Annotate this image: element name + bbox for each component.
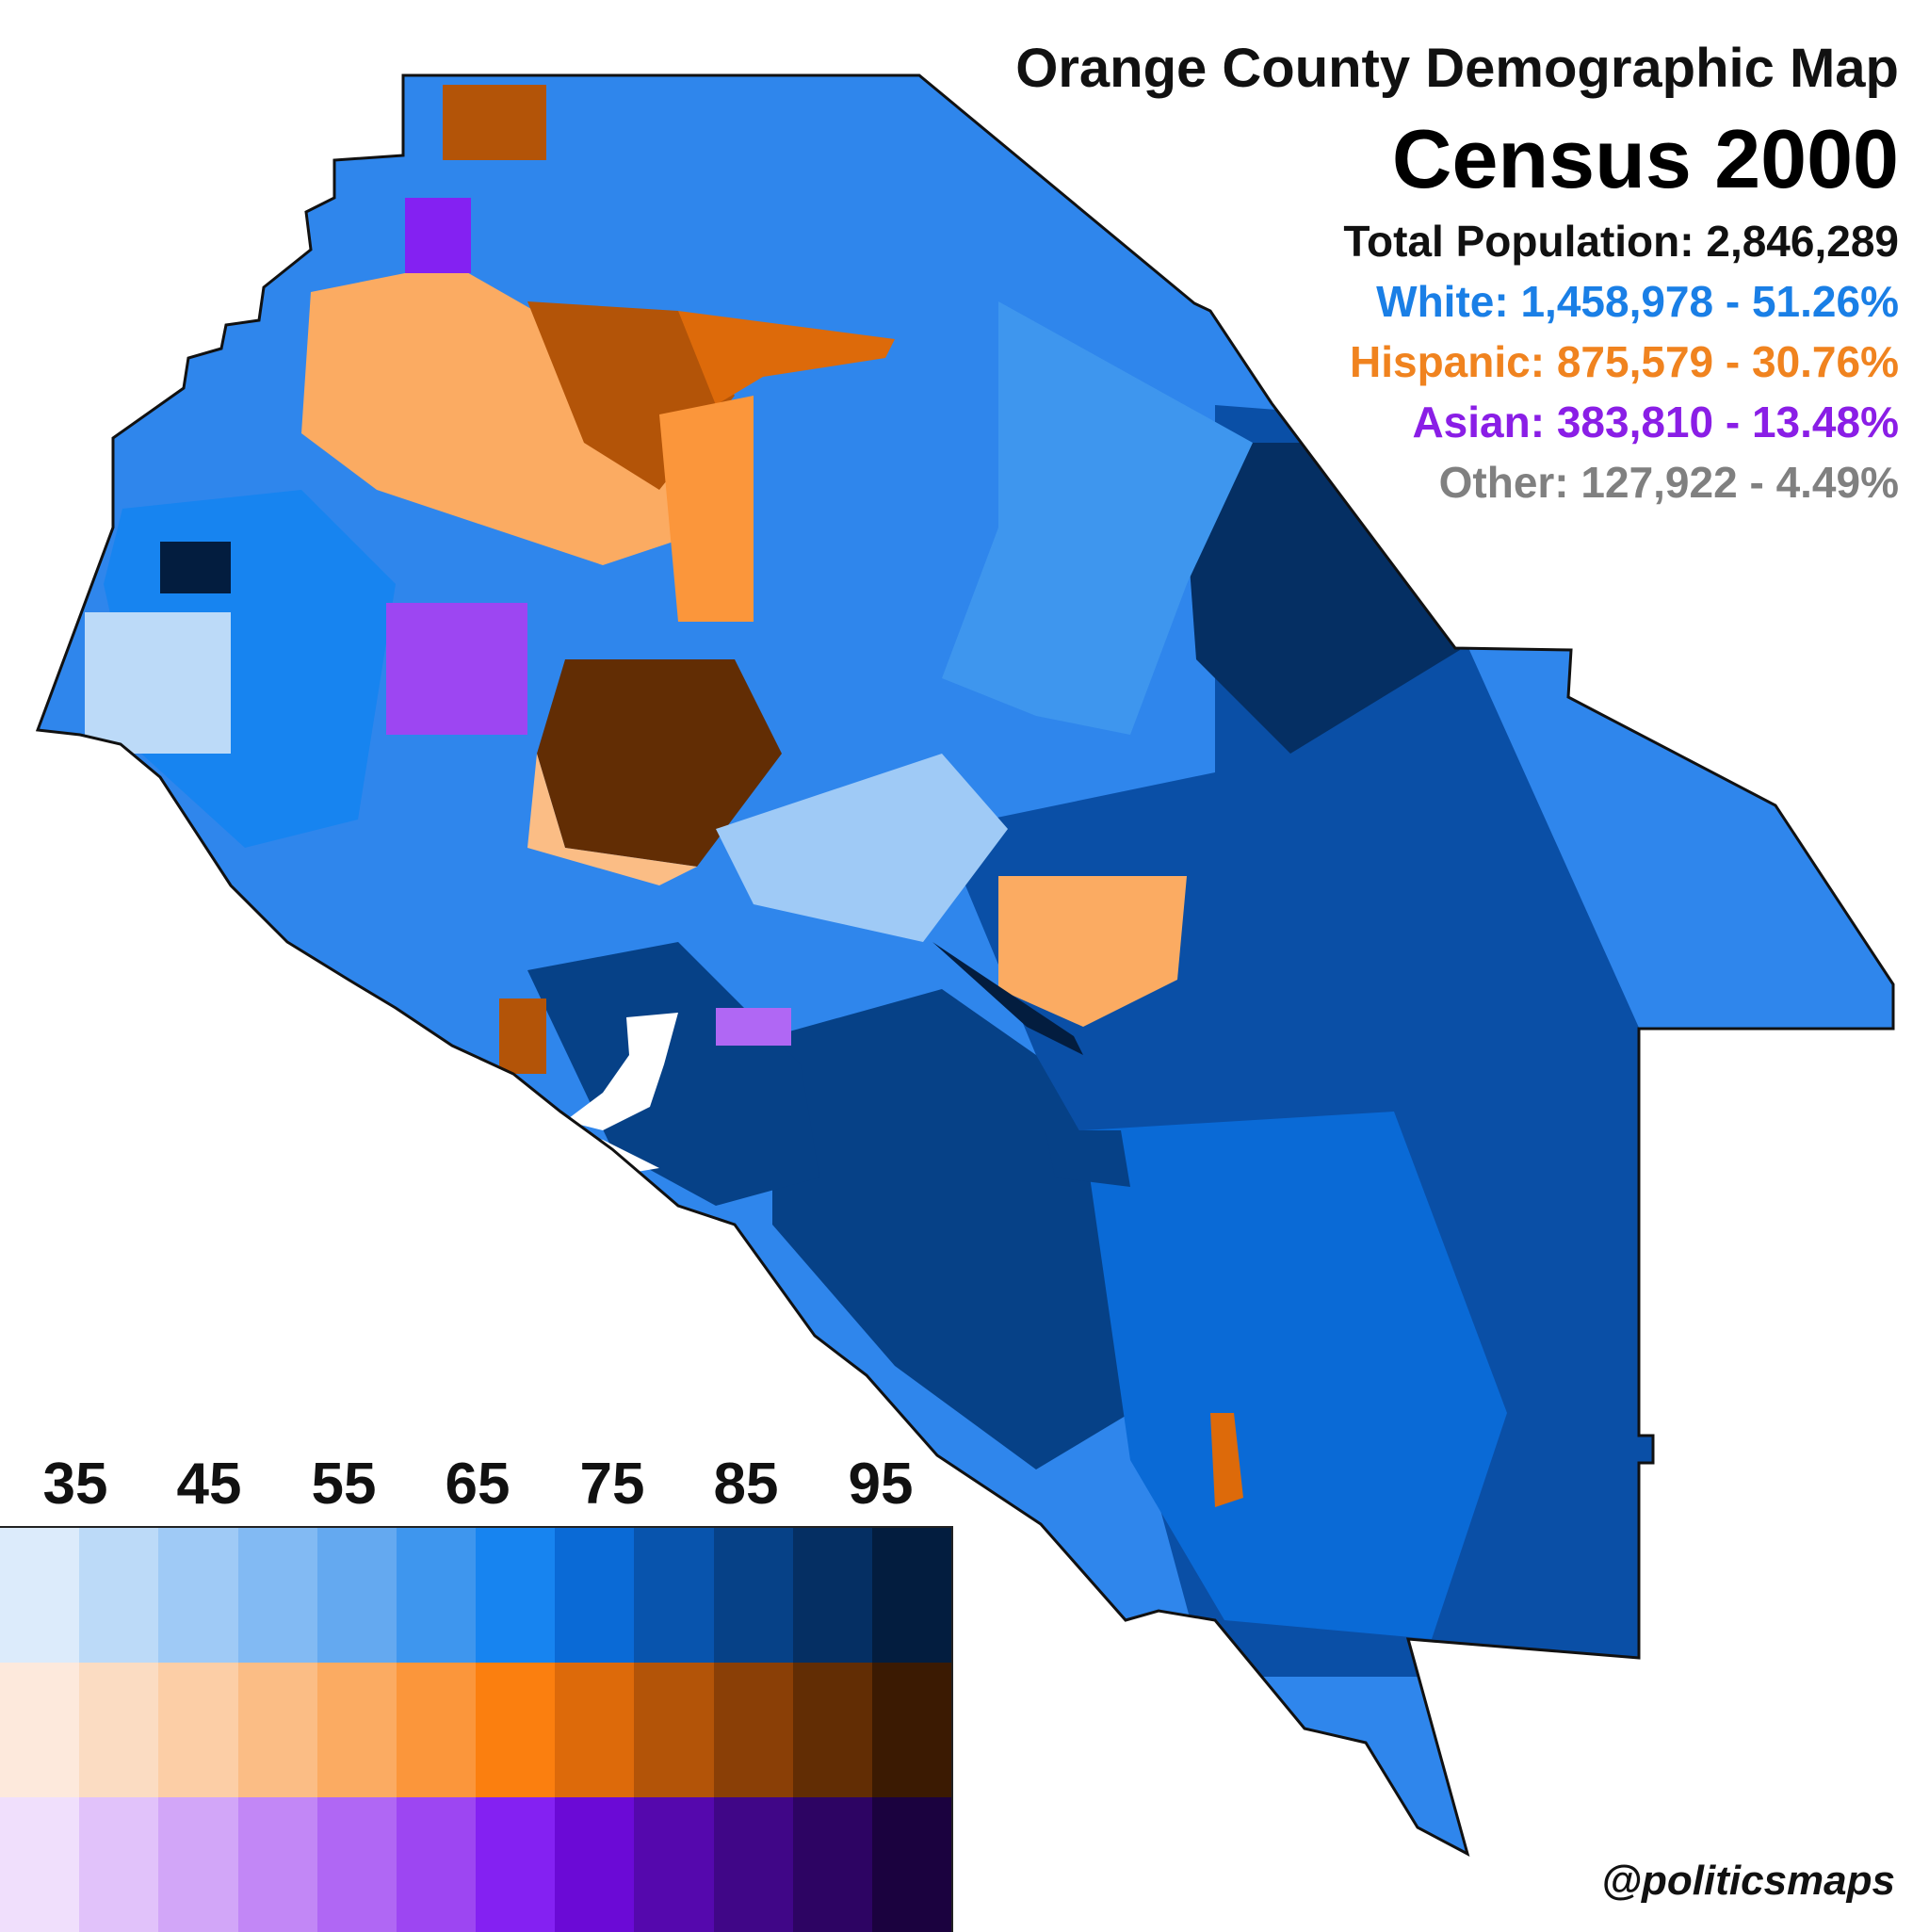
region-asian-core — [386, 603, 527, 735]
other-stat: Other: 127,922 - 4.49% — [1438, 458, 1899, 507]
region-hispanic-coast — [499, 998, 546, 1074]
asian-swatch — [316, 1797, 397, 1932]
hispanic-swatch — [396, 1663, 477, 1797]
region-hispanic-band — [678, 311, 895, 405]
legend-tick: 85 — [713, 1452, 779, 1517]
region-santa-ana — [537, 659, 782, 867]
region-hispanic-top — [443, 85, 546, 160]
hispanic-swatch — [792, 1663, 872, 1797]
region-asian-south — [716, 1008, 791, 1046]
hispanic-swatch — [634, 1663, 714, 1797]
region-northeast-dark — [1187, 443, 1460, 754]
region-santa-ana-fringe — [527, 754, 697, 885]
map-subtitle: Orange County Demographic Map — [1015, 38, 1899, 99]
asian-swatch — [792, 1797, 872, 1932]
asian-swatch — [158, 1797, 238, 1932]
white-swatch — [871, 1528, 952, 1663]
region-asian-north — [405, 198, 471, 273]
region-hispanic-north — [301, 264, 716, 565]
legend-tick: 75 — [579, 1452, 645, 1517]
back-bay — [565, 1013, 678, 1130]
legend-tick: 65 — [445, 1452, 511, 1517]
map-title: Census 2000 — [1391, 112, 1899, 205]
white-swatch — [713, 1528, 793, 1663]
legend-ramp-asian — [0, 1797, 953, 1932]
white-swatch — [634, 1528, 714, 1663]
white-swatch — [476, 1528, 556, 1663]
asian-stat: Asian: 383,810 - 13.48% — [1412, 398, 1899, 446]
asian-swatch — [871, 1797, 952, 1932]
legend-tick: 45 — [176, 1452, 242, 1517]
white-swatch — [316, 1528, 397, 1663]
asian-swatch — [555, 1797, 635, 1932]
legend: 35 45 55 65 75 85 95 — [0, 1451, 953, 1932]
white-swatch — [158, 1528, 238, 1663]
region-hispanic-sj — [1210, 1413, 1243, 1507]
region-south-hills — [1083, 1112, 1507, 1639]
legend-ramp-white — [0, 1526, 953, 1663]
legend-ramp-hispanic — [0, 1663, 953, 1797]
credit: @politicsmaps — [1601, 1858, 1895, 1904]
legend-ticks: 35 45 55 65 75 85 95 — [0, 1451, 953, 1526]
asian-swatch — [79, 1797, 159, 1932]
region-coast-hills — [772, 989, 1130, 1469]
legend-tick: 55 — [311, 1452, 377, 1517]
white-swatch — [555, 1528, 635, 1663]
white-swatch — [0, 1528, 80, 1663]
region-hispanic-strip — [659, 396, 754, 622]
asian-swatch — [0, 1797, 80, 1932]
region-coast-north — [527, 942, 819, 1206]
region-dark-strip — [932, 942, 1083, 1055]
hispanic-swatch — [237, 1663, 317, 1797]
total-population: Total Population: 2,846,289 — [1343, 217, 1899, 266]
white-swatch — [79, 1528, 159, 1663]
white-swatch — [792, 1528, 872, 1663]
hispanic-swatch — [158, 1663, 238, 1797]
region-irvine-light — [716, 754, 1008, 942]
hispanic-swatch — [316, 1663, 397, 1797]
region-dark-mid — [1046, 1130, 1130, 1187]
asian-swatch — [476, 1797, 556, 1932]
region-hispanic-east — [998, 876, 1187, 1027]
region-light-west — [85, 612, 231, 754]
legend-tick: 35 — [42, 1452, 108, 1517]
legend-tick: 95 — [848, 1452, 914, 1517]
hispanic-swatch — [0, 1663, 80, 1797]
asian-swatch — [713, 1797, 793, 1932]
hispanic-swatch — [713, 1663, 793, 1797]
white-swatch — [237, 1528, 317, 1663]
hispanic-swatch — [871, 1663, 952, 1797]
hispanic-stat: Hispanic: 875,579 - 30.76% — [1350, 337, 1899, 386]
white-stat: White: 1,458,978 - 51.26% — [1376, 277, 1899, 326]
asian-swatch — [396, 1797, 477, 1932]
hispanic-swatch — [555, 1663, 635, 1797]
hispanic-swatch — [79, 1663, 159, 1797]
region-canyon — [942, 301, 1253, 735]
header: Orange County Demographic Map Census 200… — [1015, 36, 1899, 512]
hispanic-swatch — [476, 1663, 556, 1797]
region-dark-west — [160, 542, 231, 593]
asian-swatch — [237, 1797, 317, 1932]
white-swatch — [396, 1528, 477, 1663]
asian-swatch — [634, 1797, 714, 1932]
